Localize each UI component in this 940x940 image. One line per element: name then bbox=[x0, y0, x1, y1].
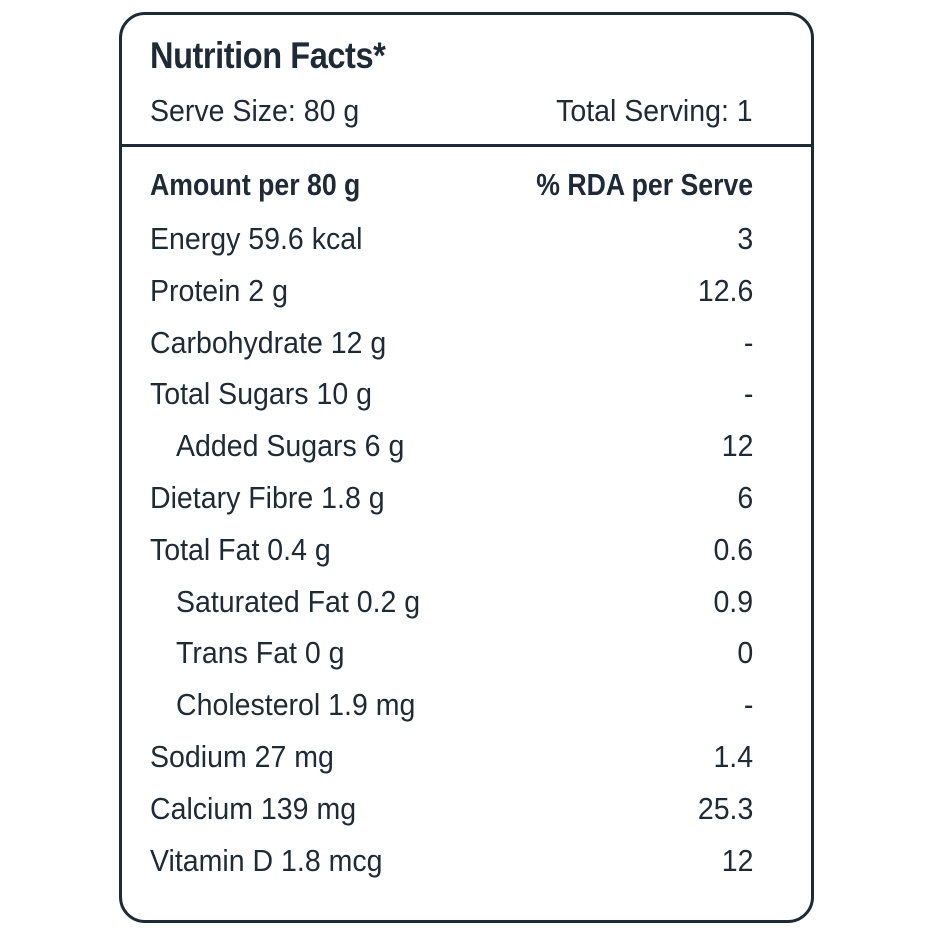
nutrient-table: Amount per 80 g % RDA per Serve Energy 5… bbox=[150, 167, 753, 894]
nutrient-name: Saturated Fat 0.2 g bbox=[176, 583, 421, 619]
nutrient-name: Dietary Fibre 1.8 g bbox=[150, 479, 385, 515]
table-row: Added Sugars 6 g 12 bbox=[150, 428, 753, 480]
table-row: Trans Fat 0 g 0 bbox=[150, 635, 753, 687]
nutrient-rda: 0.6 bbox=[713, 531, 753, 567]
nutrient-rda: - bbox=[743, 376, 753, 412]
table-row: Saturated Fat 0.2 g 0.9 bbox=[150, 584, 753, 636]
total-serving: Total Serving: 1 bbox=[556, 93, 753, 128]
nutrient-rda: 12 bbox=[721, 428, 753, 464]
table-row: Sodium 27 mg 1.4 bbox=[150, 739, 753, 791]
serve-size: Serve Size: 80 g bbox=[150, 93, 360, 128]
nutrient-name: Added Sugars 6 g bbox=[176, 428, 405, 464]
nutrient-name: Carbohydrate 12 g bbox=[150, 324, 387, 360]
label-title: Nutrition Facts* bbox=[150, 35, 386, 76]
table-row: Cholesterol 1.9 mg - bbox=[150, 687, 753, 739]
nutrient-rda: 0.9 bbox=[713, 583, 753, 619]
table-header-row: Amount per 80 g % RDA per Serve bbox=[150, 167, 753, 221]
nutrient-name: Vitamin D 1.8 mcg bbox=[150, 842, 383, 878]
nutrient-rda: 0 bbox=[737, 635, 753, 671]
serving-info-row: Serve Size: 80 g Total Serving: 1 bbox=[150, 93, 753, 133]
table-row: Carbohydrate 12 g - bbox=[150, 325, 753, 377]
table-row: Calcium 139 mg 25.3 bbox=[150, 791, 753, 843]
nutrient-rda: 6 bbox=[737, 479, 753, 515]
nutrient-rda: - bbox=[743, 687, 753, 723]
nutrient-rda: 12.6 bbox=[697, 272, 753, 308]
nutrition-facts-label: Nutrition Facts* Serve Size: 80 g Total … bbox=[119, 12, 814, 923]
table-row: Dietary Fibre 1.8 g 6 bbox=[150, 480, 753, 532]
nutrient-name: Energy 59.6 kcal bbox=[150, 221, 363, 256]
amount-header: Amount per 80 g bbox=[150, 167, 361, 202]
table-row: Protein 2 g 12.6 bbox=[150, 273, 753, 325]
nutrient-rda: - bbox=[743, 324, 753, 360]
nutrient-rda: 25.3 bbox=[697, 790, 753, 826]
table-row: Total Sugars 10 g - bbox=[150, 376, 753, 428]
nutrient-rda: 3 bbox=[737, 221, 753, 256]
nutrient-name: Total Fat 0.4 g bbox=[150, 531, 331, 567]
nutrient-rda: 1.4 bbox=[713, 738, 753, 774]
header-divider bbox=[122, 144, 811, 147]
nutrient-name: Sodium 27 mg bbox=[150, 738, 334, 774]
nutrient-name: Total Sugars 10 g bbox=[150, 376, 372, 412]
table-row: Energy 59.6 kcal 3 bbox=[150, 221, 753, 273]
nutrient-name: Protein 2 g bbox=[150, 272, 288, 308]
nutrient-name: Cholesterol 1.9 mg bbox=[176, 687, 416, 723]
table-row: Total Fat 0.4 g 0.6 bbox=[150, 532, 753, 584]
nutrient-name: Trans Fat 0 g bbox=[176, 635, 345, 671]
rda-header: % RDA per Serve bbox=[536, 167, 753, 202]
table-row: Vitamin D 1.8 mcg 12 bbox=[150, 843, 753, 895]
nutrient-rda: 12 bbox=[721, 842, 753, 878]
nutrient-name: Calcium 139 mg bbox=[150, 790, 357, 826]
